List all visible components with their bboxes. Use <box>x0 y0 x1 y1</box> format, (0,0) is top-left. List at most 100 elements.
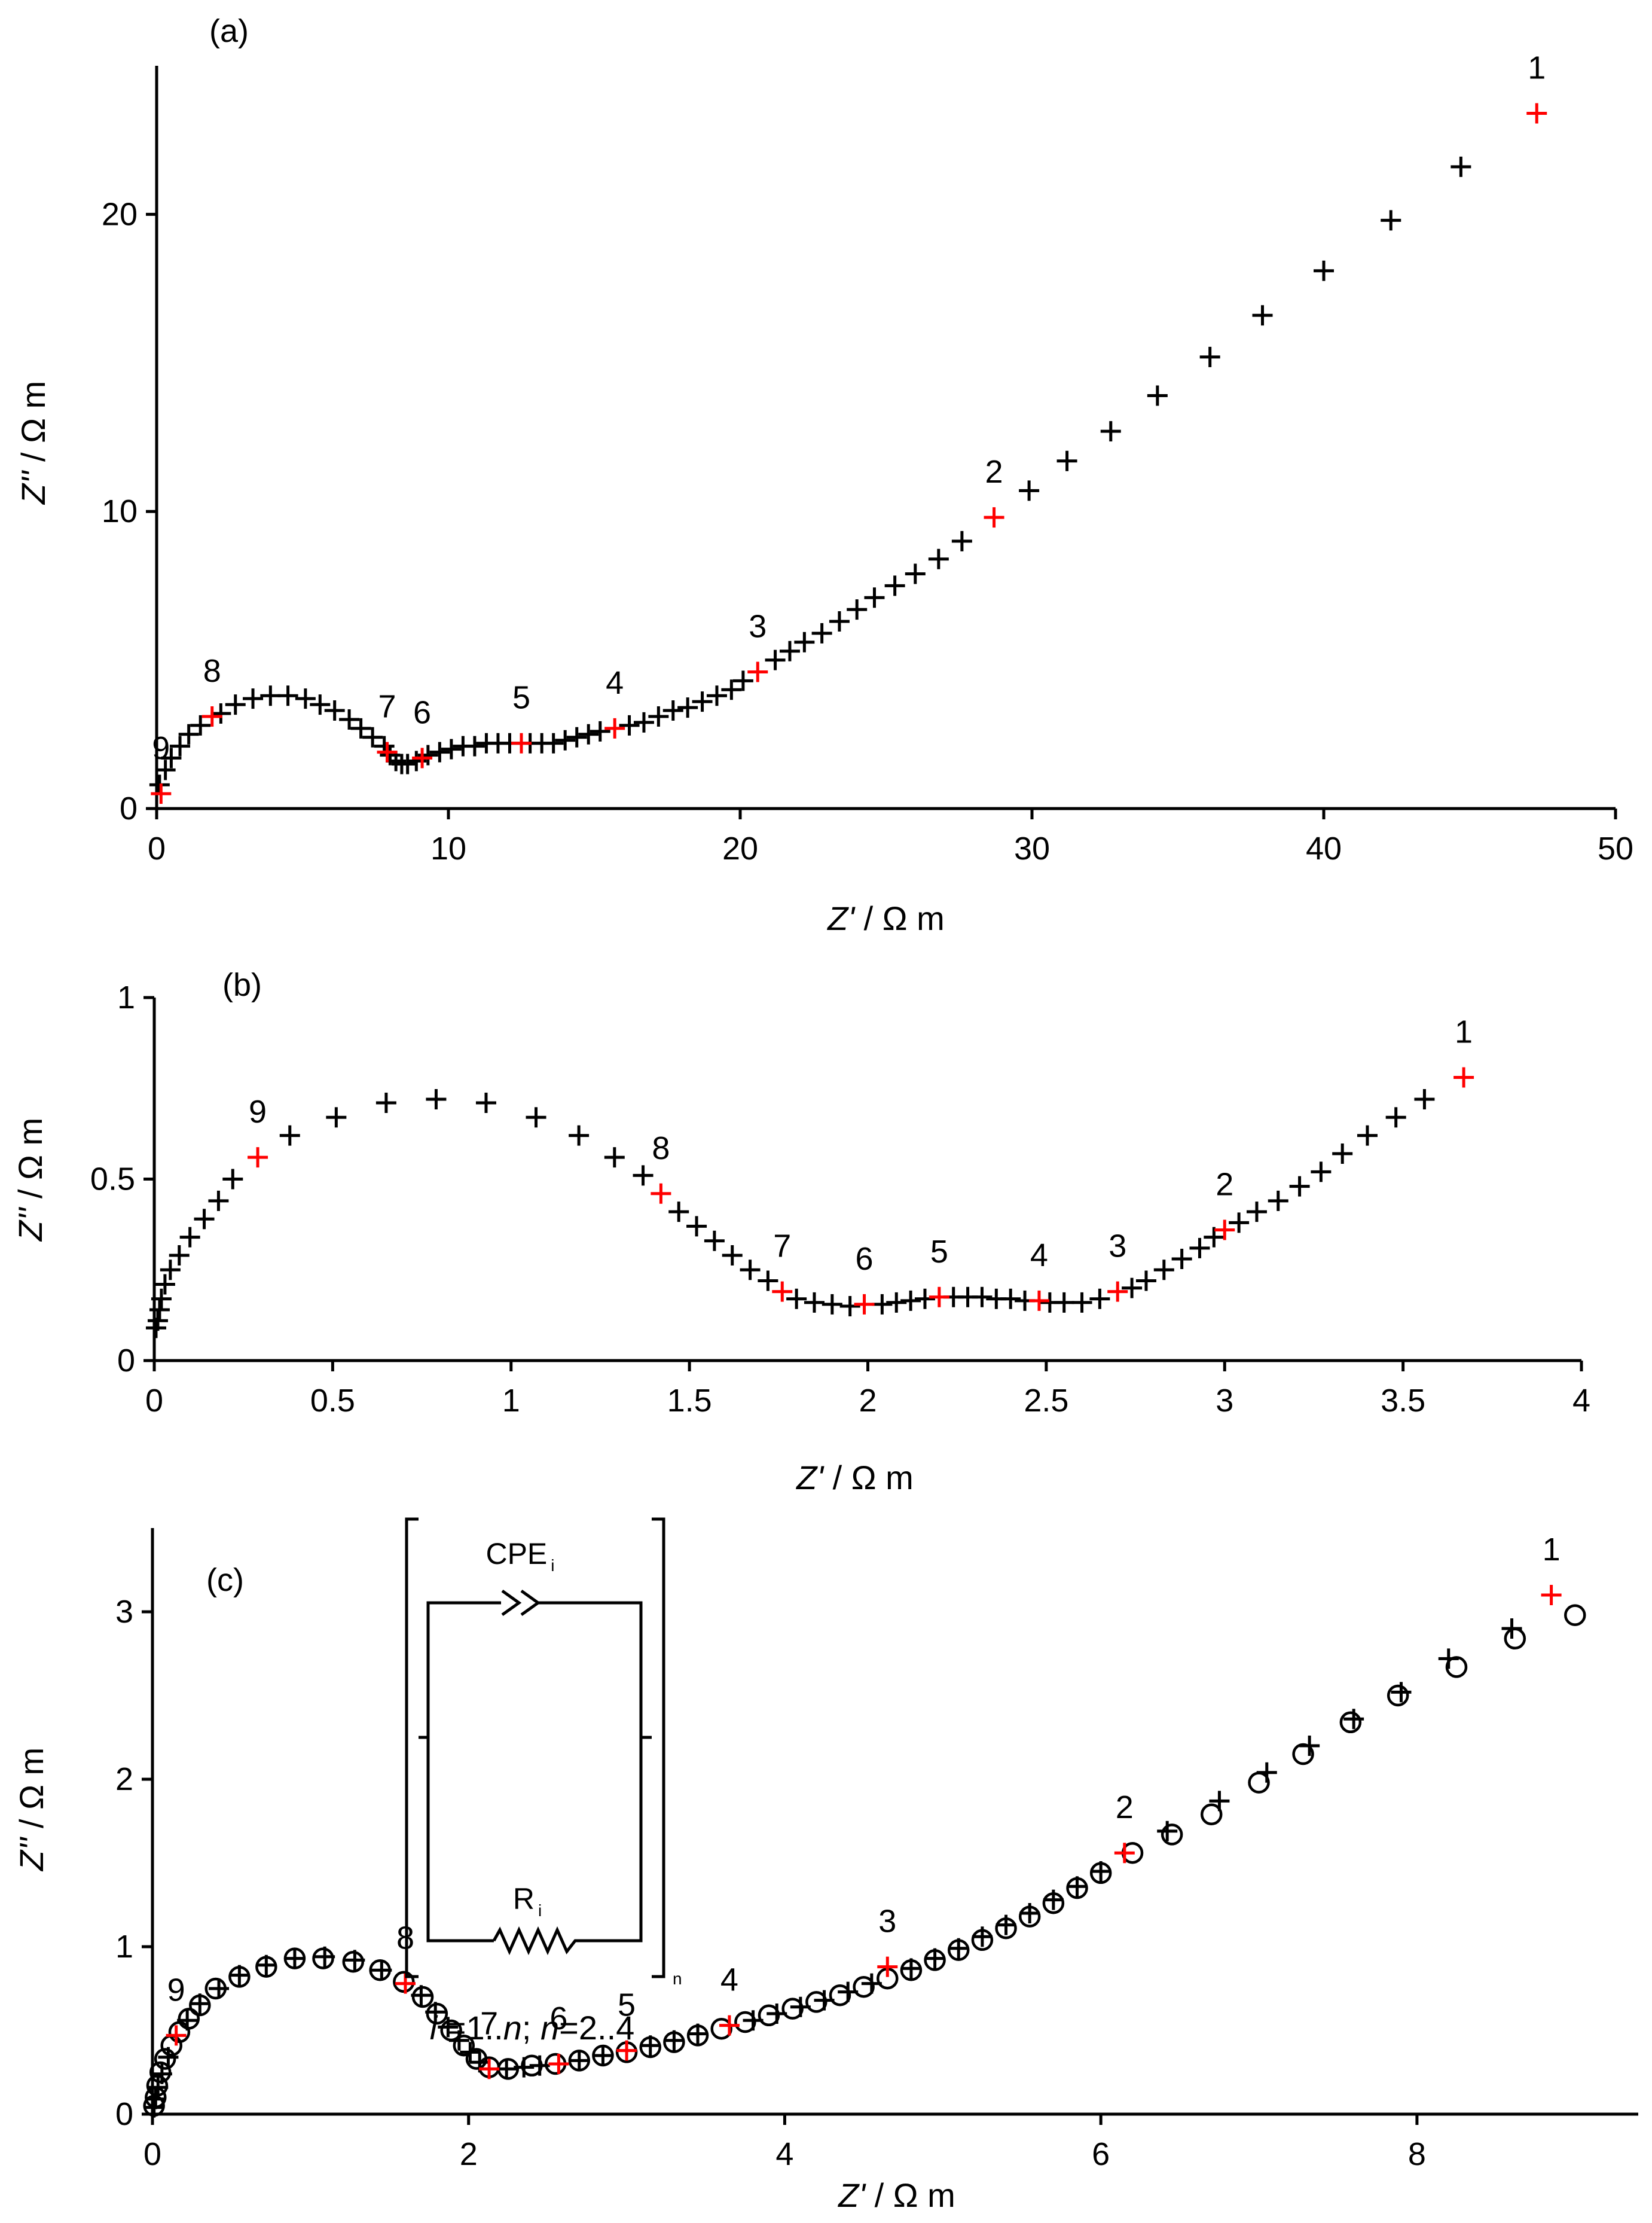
circuit-wire <box>426 1601 501 1943</box>
data-point-cross <box>1100 421 1121 442</box>
data-point-cross <box>861 1973 882 1994</box>
data-point-cross <box>914 1288 935 1309</box>
point-number-label: 8 <box>203 653 221 689</box>
data-point-cross <box>1381 210 1401 231</box>
data-point-cross <box>295 688 316 709</box>
y-tick-label: 0 <box>115 2096 133 2132</box>
data-point-cross <box>279 1125 300 1146</box>
panel-a-x-axis-title: Z' / Ω m <box>826 899 945 937</box>
point-number-label: 9 <box>249 1094 267 1130</box>
data-point-cross <box>375 1093 396 1114</box>
data-point-cross <box>1299 1736 1320 1756</box>
data-point-cross <box>1056 450 1077 471</box>
data-point-cross <box>145 2088 166 2109</box>
data-point-cross <box>1311 1161 1332 1182</box>
data-point-cross <box>996 1914 1016 1935</box>
data-point-cross <box>397 754 418 774</box>
panel-c-x-ticks: 0 2 4 6 8 <box>143 2114 1426 2172</box>
panel-b-x-axis-title: Z' / Ω m <box>795 1459 914 1496</box>
data-point-cross <box>371 1960 392 1981</box>
data-point-cross <box>260 685 281 706</box>
data-point-circle <box>178 2008 200 2030</box>
data-point-cross <box>190 715 211 736</box>
data-point-cross <box>344 1950 365 1971</box>
data-point-cross <box>310 694 331 715</box>
numbered-data-point <box>1526 103 1547 124</box>
data-point-cross <box>243 688 264 709</box>
data-point-cross <box>706 685 727 706</box>
data-point-circle <box>781 1998 804 2020</box>
data-point-cross <box>633 1165 654 1186</box>
data-point-cross <box>1438 1648 1459 1669</box>
data-point-circle <box>1504 1627 1526 1650</box>
numbered-data-point <box>511 733 532 754</box>
data-point-circle <box>829 1984 851 2007</box>
data-point-cross <box>496 2059 517 2079</box>
y-tick-label: 3 <box>115 1594 133 1630</box>
data-point-cross <box>147 1310 168 1331</box>
numbered-data-point <box>479 2059 500 2079</box>
data-point-cross <box>277 685 298 706</box>
data-point-circle <box>1200 1803 1223 1826</box>
numbered-data-point <box>1214 1219 1235 1240</box>
y-tick-label: 20 <box>102 196 138 232</box>
data-point-circle <box>342 1950 364 1973</box>
data-point-cross <box>448 2030 469 2051</box>
data-point-circle <box>426 2002 448 2025</box>
numbered-data-point <box>772 1281 793 1302</box>
numbered-data-point <box>412 748 433 769</box>
point-number-label: 5 <box>618 1987 636 2023</box>
numbered-data-point <box>201 706 222 727</box>
data-point-cross <box>1019 1903 1040 1923</box>
data-point-cross <box>648 706 669 727</box>
panel-a-x-ticks: 0 10 20 30 40 50 <box>148 809 1633 867</box>
data-point-cross <box>900 1290 921 1311</box>
data-point-cross <box>829 611 850 632</box>
point-number-label: 8 <box>652 1130 670 1166</box>
data-point-cross <box>155 760 176 780</box>
numbered-data-point <box>151 783 172 804</box>
data-point-cross <box>1332 1143 1353 1164</box>
data-point-cross <box>314 1946 335 1967</box>
data-point-cross <box>1252 305 1273 326</box>
data-point-cross <box>640 2035 661 2056</box>
data-point-circle <box>805 1991 827 2013</box>
data-point-cross <box>972 1926 993 1947</box>
data-point-cross <box>692 691 713 712</box>
panel-c-y-ticks: 0 1 2 3 <box>115 1594 152 2132</box>
numbered-data-point <box>719 2015 740 2036</box>
numbered-data-point <box>616 2040 637 2061</box>
x-tick-label: 1.5 <box>667 1383 712 1419</box>
data-point-cross <box>847 599 868 620</box>
data-point-cross <box>190 1993 210 2014</box>
data-point-cross <box>814 1990 835 2011</box>
panel-c-x-axis-title: Z' / Ω m <box>837 2176 955 2214</box>
point-number-label: 1 <box>1543 1532 1561 1568</box>
point-number-label: 6 <box>549 2001 567 2036</box>
panel-a-data-points <box>149 103 1547 804</box>
data-point-cross <box>1391 1682 1412 1703</box>
data-point-cross <box>1357 1125 1378 1146</box>
data-point-cross <box>872 1294 893 1315</box>
data-point-cross <box>222 1169 243 1190</box>
data-point-cross <box>1229 1212 1250 1233</box>
data-point-circle <box>1387 1684 1409 1707</box>
data-point-cross <box>149 1300 170 1321</box>
numbered-data-point <box>1453 1067 1474 1088</box>
x-tick-label: 10 <box>430 831 466 867</box>
data-point-cross <box>464 736 485 757</box>
x-tick-label: 2 <box>460 2136 478 2172</box>
data-point-cross <box>170 736 191 757</box>
panel-a-nyquist-plot: (a) 0 10 20 30 40 50 0 10 20 1 2 3 4 5 67 8 9 Z' / Ω m… <box>14 13 1633 937</box>
data-point-cross <box>732 670 753 691</box>
data-point-cross <box>838 1981 859 2002</box>
data-point-cross <box>426 1088 447 1109</box>
x-tick-label: 1 <box>502 1383 520 1419</box>
data-point-cross <box>704 1230 725 1251</box>
data-point-cross <box>514 2057 535 2078</box>
data-point-cross <box>740 1260 761 1280</box>
panel-a-y-axis-title: Z'' / Ω m <box>14 381 52 505</box>
data-point-cross <box>928 548 949 569</box>
data-point-cross <box>179 1227 200 1248</box>
